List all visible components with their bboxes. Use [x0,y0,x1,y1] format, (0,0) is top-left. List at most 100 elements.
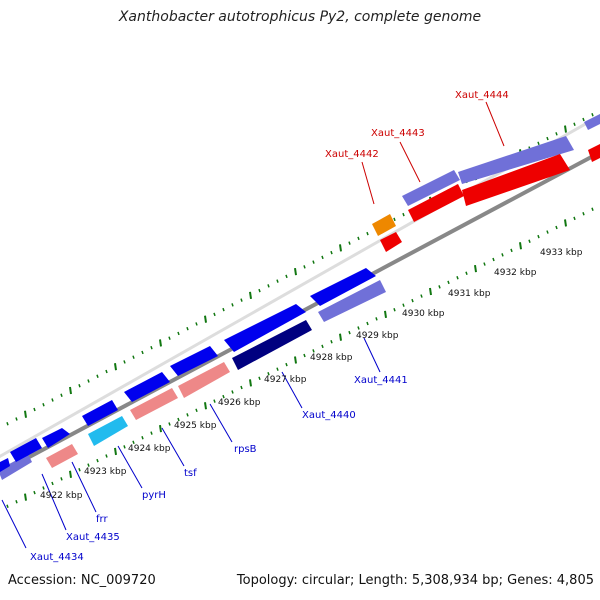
tick-mark [555,132,558,136]
tick-mark [231,303,234,307]
tick-mark [519,242,522,250]
feature-xaut-4443-lower[interactable] [408,184,464,222]
tick-mark [564,219,567,227]
feature-xaut-4434[interactable] [0,454,32,480]
gene-label-xaut-4443[interactable]: Xaut_4443 [371,128,425,139]
tick-mark [348,330,351,335]
feature-upper-310[interactable] [310,268,376,306]
tick-mark [204,402,207,410]
tick-mark [267,284,270,288]
tick-mark [492,257,495,262]
feature-frr[interactable] [46,444,78,468]
tick-mark [123,445,126,449]
tick-mark [132,355,135,359]
tick-mark [177,417,180,422]
tick-mark [321,344,324,349]
tick-mark [537,141,540,146]
tick-mark [6,504,9,509]
feature-tsf[interactable] [130,388,178,420]
tick-mark [447,280,450,285]
tick-mark [222,394,225,399]
tick-mark [60,393,63,397]
feature-xaut-4441[interactable] [318,280,386,322]
gene-label-pyrH[interactable]: pyrH [142,490,166,501]
tick-mark [330,250,333,255]
gene-label-xaut-4440[interactable]: Xaut_4440 [302,410,356,421]
tick-mark [456,276,459,280]
tick-mark [150,431,153,435]
tick-mark [591,207,594,211]
tick-mark [114,363,117,371]
tick-mark [393,217,396,222]
feature-xaut-4442-lower[interactable] [380,232,402,252]
tick-mark [96,374,99,378]
kbp-label-4932: 4932 kbp [494,268,537,278]
tick-mark [78,383,81,388]
tick-mark [285,274,288,279]
feature-upper-left-a[interactable] [0,458,10,472]
tick-mark [312,260,315,264]
tick-mark [33,490,36,495]
tick-mark [87,379,90,383]
tick-marks [6,113,594,509]
feature-edge-right-mid[interactable] [588,144,600,162]
tick-mark [537,234,540,239]
feature-xaut-4440[interactable] [232,320,312,370]
gene-label-xaut-4444[interactable]: Xaut_4444 [455,90,509,101]
tick-mark [420,294,423,298]
tick-mark [123,360,126,364]
feature-upper-224[interactable] [224,304,306,352]
kbp-label-4925: 4925 kbp [174,421,217,431]
tick-mark [510,248,513,253]
tick-mark [96,458,99,463]
feature-xaut-4444-lower[interactable] [462,154,570,206]
feature-upper-left-c[interactable] [42,428,70,448]
tick-mark [105,454,108,458]
tick-mark [285,362,288,367]
tick-mark [573,216,576,221]
feature-upper-124[interactable] [124,372,170,402]
feature-rpsB[interactable] [178,362,230,398]
feature-xaut-4444[interactable] [458,136,574,184]
gene-label-tsf[interactable]: tsf [184,468,197,479]
gene-label-frr[interactable]: frr [96,514,108,525]
tick-mark [582,117,585,122]
gene-label-rpsB[interactable]: rpsB [234,444,257,455]
tick-mark [573,122,576,127]
tick-mark [276,279,279,283]
feature-edge-right-top[interactable] [584,114,600,130]
kbp-label-4933: 4933 kbp [540,248,583,258]
accession-text: Accession: NC_009720 [8,573,156,588]
tick-mark [258,288,261,293]
feature-xaut-4443[interactable] [402,170,460,206]
tick-mark [402,303,405,307]
tick-mark [564,125,567,133]
tick-mark [249,379,252,387]
feature-upper-left-b[interactable] [10,438,42,462]
tick-mark [330,340,333,344]
tick-mark [69,386,72,395]
tick-mark [375,317,378,321]
tick-mark [240,298,243,302]
genome-summary-text: Topology: circular; Length: 5,308,934 bp… [236,573,594,588]
tick-mark [105,369,108,374]
feature-xaut-4442[interactable] [372,214,396,236]
feature-upper-170[interactable] [170,346,218,376]
tick-mark [258,376,261,381]
tick-mark [132,440,135,445]
gene-label-xaut-4442[interactable]: Xaut_4442 [325,149,379,160]
tick-mark [303,265,306,269]
tick-mark [267,372,270,376]
tick-mark [159,424,162,433]
tick-mark [195,322,198,326]
gene-label-xaut-4435[interactable]: Xaut_4435 [66,532,120,543]
tick-mark [222,307,225,312]
feature-pyrH[interactable] [88,416,128,446]
feature-upper-82[interactable] [82,400,118,426]
tick-mark [339,244,342,252]
tick-mark [474,264,477,273]
tick-mark [357,236,360,241]
gene-label-xaut-4441[interactable]: Xaut_4441 [354,375,408,386]
gene-label-xaut-4434[interactable]: Xaut_4434 [30,552,84,563]
